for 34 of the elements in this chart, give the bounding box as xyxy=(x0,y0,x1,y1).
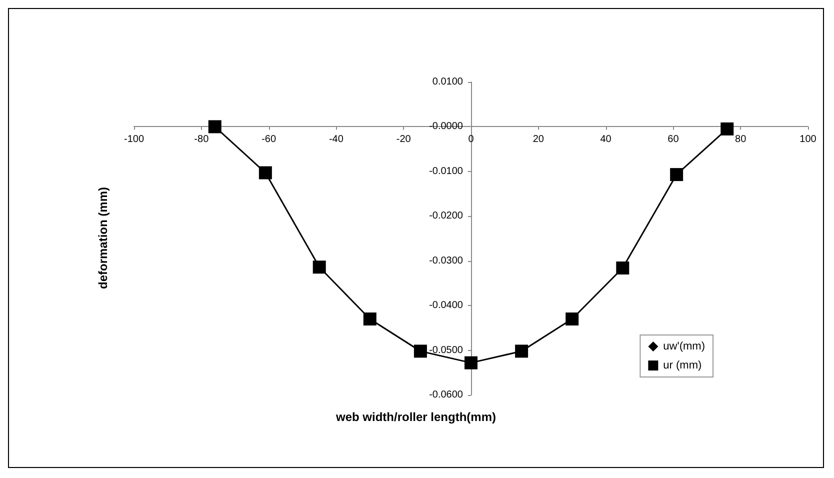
point xyxy=(414,344,427,358)
x-tick-label: -100 xyxy=(124,134,144,146)
legend-label: uw'(mm) xyxy=(663,340,706,352)
y-tick-label: -0.0500 xyxy=(429,344,464,356)
point xyxy=(208,120,222,134)
point xyxy=(515,344,528,358)
y-tick-label: -0.0400 xyxy=(429,300,464,312)
point xyxy=(258,166,272,180)
y-tick-label: -0.0600 xyxy=(429,390,464,400)
point xyxy=(464,356,478,370)
x-tick-label: -60 xyxy=(262,134,276,146)
x-tick-label: -20 xyxy=(396,134,412,146)
point xyxy=(670,168,684,182)
x-tick-label: 0 xyxy=(468,134,474,146)
x-tick-label: 100 xyxy=(800,134,817,146)
x-tick-label: -40 xyxy=(328,134,344,146)
x-tick-label: 20 xyxy=(532,134,544,146)
y-tick-label: -0.0300 xyxy=(429,255,464,266)
y-tick-label: -0.0200 xyxy=(429,210,464,222)
point xyxy=(720,122,734,136)
point xyxy=(566,312,579,326)
y-tick-label: 0.0100 xyxy=(432,76,464,88)
x-tick-label: 80 xyxy=(735,134,747,146)
y-tick-label: -0.0100 xyxy=(429,166,464,177)
point xyxy=(363,312,376,326)
x-axis-title: web width/roller length(mm) xyxy=(335,410,496,424)
point xyxy=(616,262,630,275)
point xyxy=(312,260,326,274)
y-axis-title: deformation (mm) xyxy=(96,186,110,289)
y-tick-label: -0.0000 xyxy=(429,121,464,132)
x-tick-label: -80 xyxy=(194,134,210,146)
x-tick-label: 40 xyxy=(600,134,612,146)
legend-label: ur (mm) xyxy=(663,360,702,372)
x-tick-label: 60 xyxy=(668,134,680,146)
